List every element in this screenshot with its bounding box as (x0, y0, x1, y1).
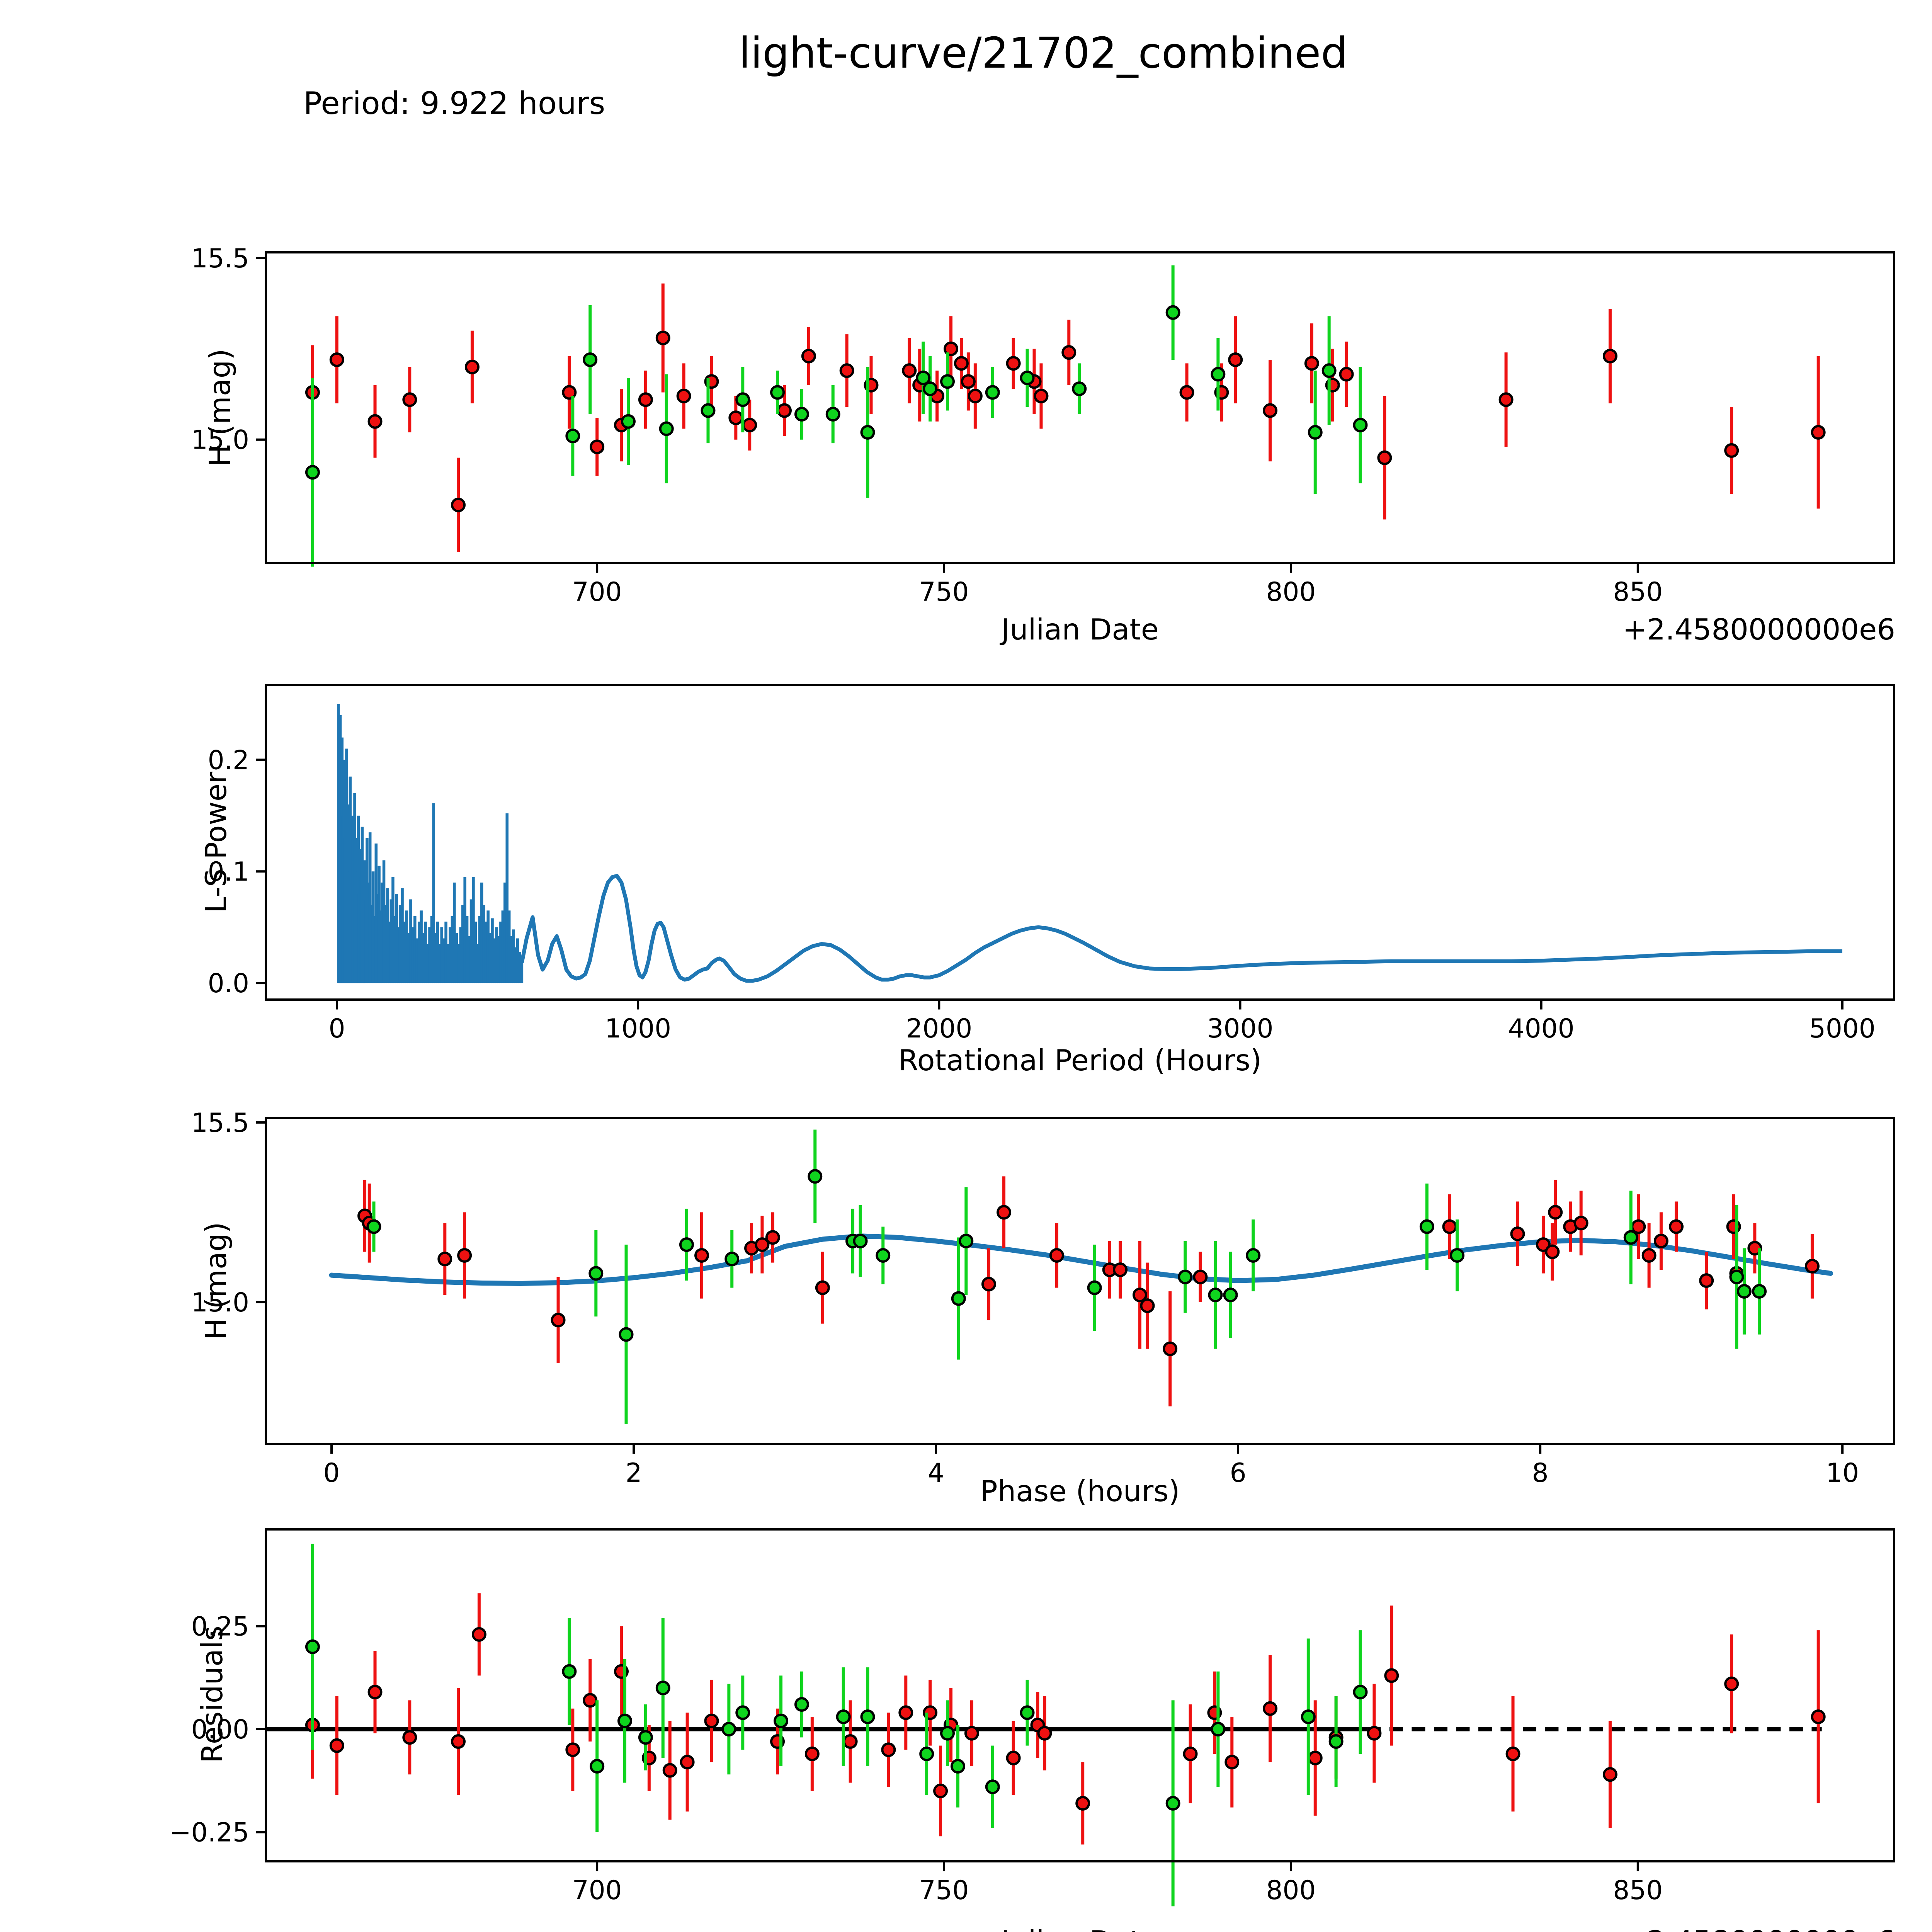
x-tick-label: 1000 (605, 1013, 671, 1044)
x-tick-label: 2000 (906, 1013, 972, 1044)
x-tick-label: 850 (1613, 1875, 1663, 1905)
y-tick-label: 15.0 (191, 425, 249, 455)
x-tick-label: 800 (1266, 577, 1316, 607)
axis-ticks: 700 750 800 850 15.0 15.5 (191, 243, 1663, 607)
x-tick-label: 5000 (1809, 1013, 1876, 1044)
jd-lightcurve-plot: 700 750 800 850 15.0 15.5 (191, 243, 1895, 607)
phased-lightcurve-plot: 0 2 4 6 8 10 15.0 15.5 (191, 1107, 1895, 1488)
axis-ticks: 0 1000 2000 3000 4000 5000 0.0 0.1 0.2 (208, 745, 1876, 1044)
x-tick-label: 0 (329, 1013, 345, 1044)
phased-lightcurve-red-markers (357, 1205, 1820, 1356)
model-fit-curve (329, 1233, 1833, 1286)
periodogram-data (337, 704, 1842, 983)
periodogram-plot: 0 1000 2000 3000 4000 5000 0.0 0.1 0.2 (208, 684, 1895, 1044)
phased-lightcurve-data (329, 1129, 1833, 1425)
xlabel-phase: Phase (hours) (980, 1474, 1180, 1509)
jd-offset-top: +2.4580000000e6 (1622, 612, 1895, 647)
y-tick-label: 15.5 (191, 243, 249, 274)
ylabel-ls-power: L-S Power (199, 772, 234, 913)
figure-title: light-curve/21702_combined (738, 31, 1348, 79)
residuals-green-errorbars (311, 1544, 1362, 1906)
y-tick-label: 0.0 (208, 968, 249, 998)
jd-offset-bottom: +2.4580000000e6 (1316, 1924, 1895, 1932)
y-tick-label: 0.00 (191, 1714, 249, 1745)
x-tick-label: 750 (919, 577, 969, 607)
x-tick-label: 10 (1826, 1458, 1859, 1488)
x-tick-label: 800 (1266, 1875, 1316, 1905)
y-tick-label: 15.5 (191, 1107, 249, 1138)
y-tick-label: 0.25 (191, 1611, 249, 1642)
axes-frame (265, 1117, 1895, 1446)
y-tick-label: 15.0 (191, 1287, 249, 1318)
residuals-green-markers (305, 1639, 1368, 1811)
jd-lightcurve-red-markers (305, 330, 1826, 512)
ylabel-h-mag-phase: H (mag) (199, 1222, 234, 1340)
xlabel-julian-date-top: Julian Date (1001, 612, 1159, 647)
x-tick-label: 0 (323, 1458, 340, 1488)
x-tick-label: 4 (928, 1458, 944, 1488)
x-tick-label: 700 (572, 1875, 622, 1905)
jd-lightcurve-green-markers (305, 305, 1368, 480)
phased-lightcurve-green-markers (366, 1169, 1767, 1342)
x-tick-label: 3000 (1207, 1013, 1274, 1044)
y-tick-label: 0.2 (208, 745, 249, 775)
residuals-plot: 700 750 800 850 −0.25 0.00 0.25 (169, 1528, 1895, 1906)
residuals-red-markers (305, 1627, 1826, 1811)
x-tick-label: 750 (919, 1875, 969, 1905)
x-tick-label: 850 (1613, 577, 1663, 607)
axis-ticks: 700 750 800 850 −0.25 0.00 0.25 (169, 1611, 1663, 1905)
axes-frame (265, 1528, 1895, 1863)
y-tick-label: 0.1 (208, 856, 249, 887)
jd-lightcurve-red-errorbars (311, 283, 1820, 552)
residuals-data (265, 1544, 1826, 1906)
jd-lightcurve-data (305, 265, 1826, 567)
x-tick-label: 2 (626, 1458, 642, 1488)
axes-frame (265, 684, 1895, 1001)
periodogram-curve (520, 874, 1842, 983)
axis-ticks: 0 2 4 6 8 10 15.0 15.5 (191, 1107, 1859, 1488)
period-label: Period: 9.922 hours (303, 85, 605, 122)
xlabel-julian-date-bottom: Julian Date (265, 1924, 1895, 1932)
y-tick-label: −0.25 (169, 1817, 249, 1848)
xlabel-rotational-period: Rotational Period (Hours) (898, 1043, 1262, 1078)
axes-frame (265, 251, 1895, 565)
x-tick-label: 700 (572, 577, 622, 607)
residuals-red-errorbars (311, 1593, 1820, 1845)
x-tick-label: 8 (1532, 1458, 1549, 1488)
periodogram-spikes (337, 704, 524, 983)
x-tick-label: 4000 (1508, 1013, 1575, 1044)
x-tick-label: 6 (1230, 1458, 1247, 1488)
